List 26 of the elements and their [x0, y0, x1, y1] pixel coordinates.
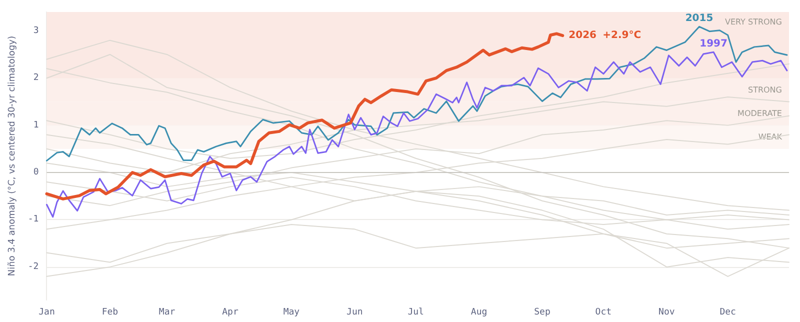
y-tick-label: 1	[33, 120, 39, 130]
y-axis-title: Niño 3.4 anomaly (°C, vs centered 30-yr climatology)	[8, 36, 18, 276]
y-tick-label: 0	[33, 168, 39, 178]
x-tick-label: Aug	[470, 308, 488, 318]
y-tick-label: -1	[28, 214, 39, 225]
y-tick-label: 3	[33, 26, 39, 36]
x-tick-label: Jan	[38, 308, 55, 318]
x-tick-label: Nov	[658, 308, 675, 318]
band-label: VERY STRONG	[724, 18, 782, 26]
annotation: +2.9°C	[602, 30, 642, 42]
series-label: 1997	[700, 38, 728, 50]
y-tick-label: -2	[28, 262, 39, 272]
x-tick-label: Dec	[720, 308, 736, 318]
x-tick-label: Apr	[222, 308, 239, 318]
band-label: MODERATE	[738, 109, 782, 118]
x-tick-label: May	[283, 308, 300, 318]
y-tick-label: 2	[33, 73, 39, 84]
x-tick-label: Sep	[534, 308, 550, 318]
x-tick-label: Jun	[346, 308, 363, 318]
x-tick-label: Feb	[102, 308, 118, 318]
x-tick-label: Mar	[158, 308, 176, 318]
band-label: STRONG	[748, 85, 782, 94]
series-label: 2026	[568, 30, 597, 42]
x-tick-label: Oct	[595, 308, 612, 318]
x-tick-label: Jul	[408, 308, 424, 318]
series-label: 2015	[685, 13, 714, 24]
